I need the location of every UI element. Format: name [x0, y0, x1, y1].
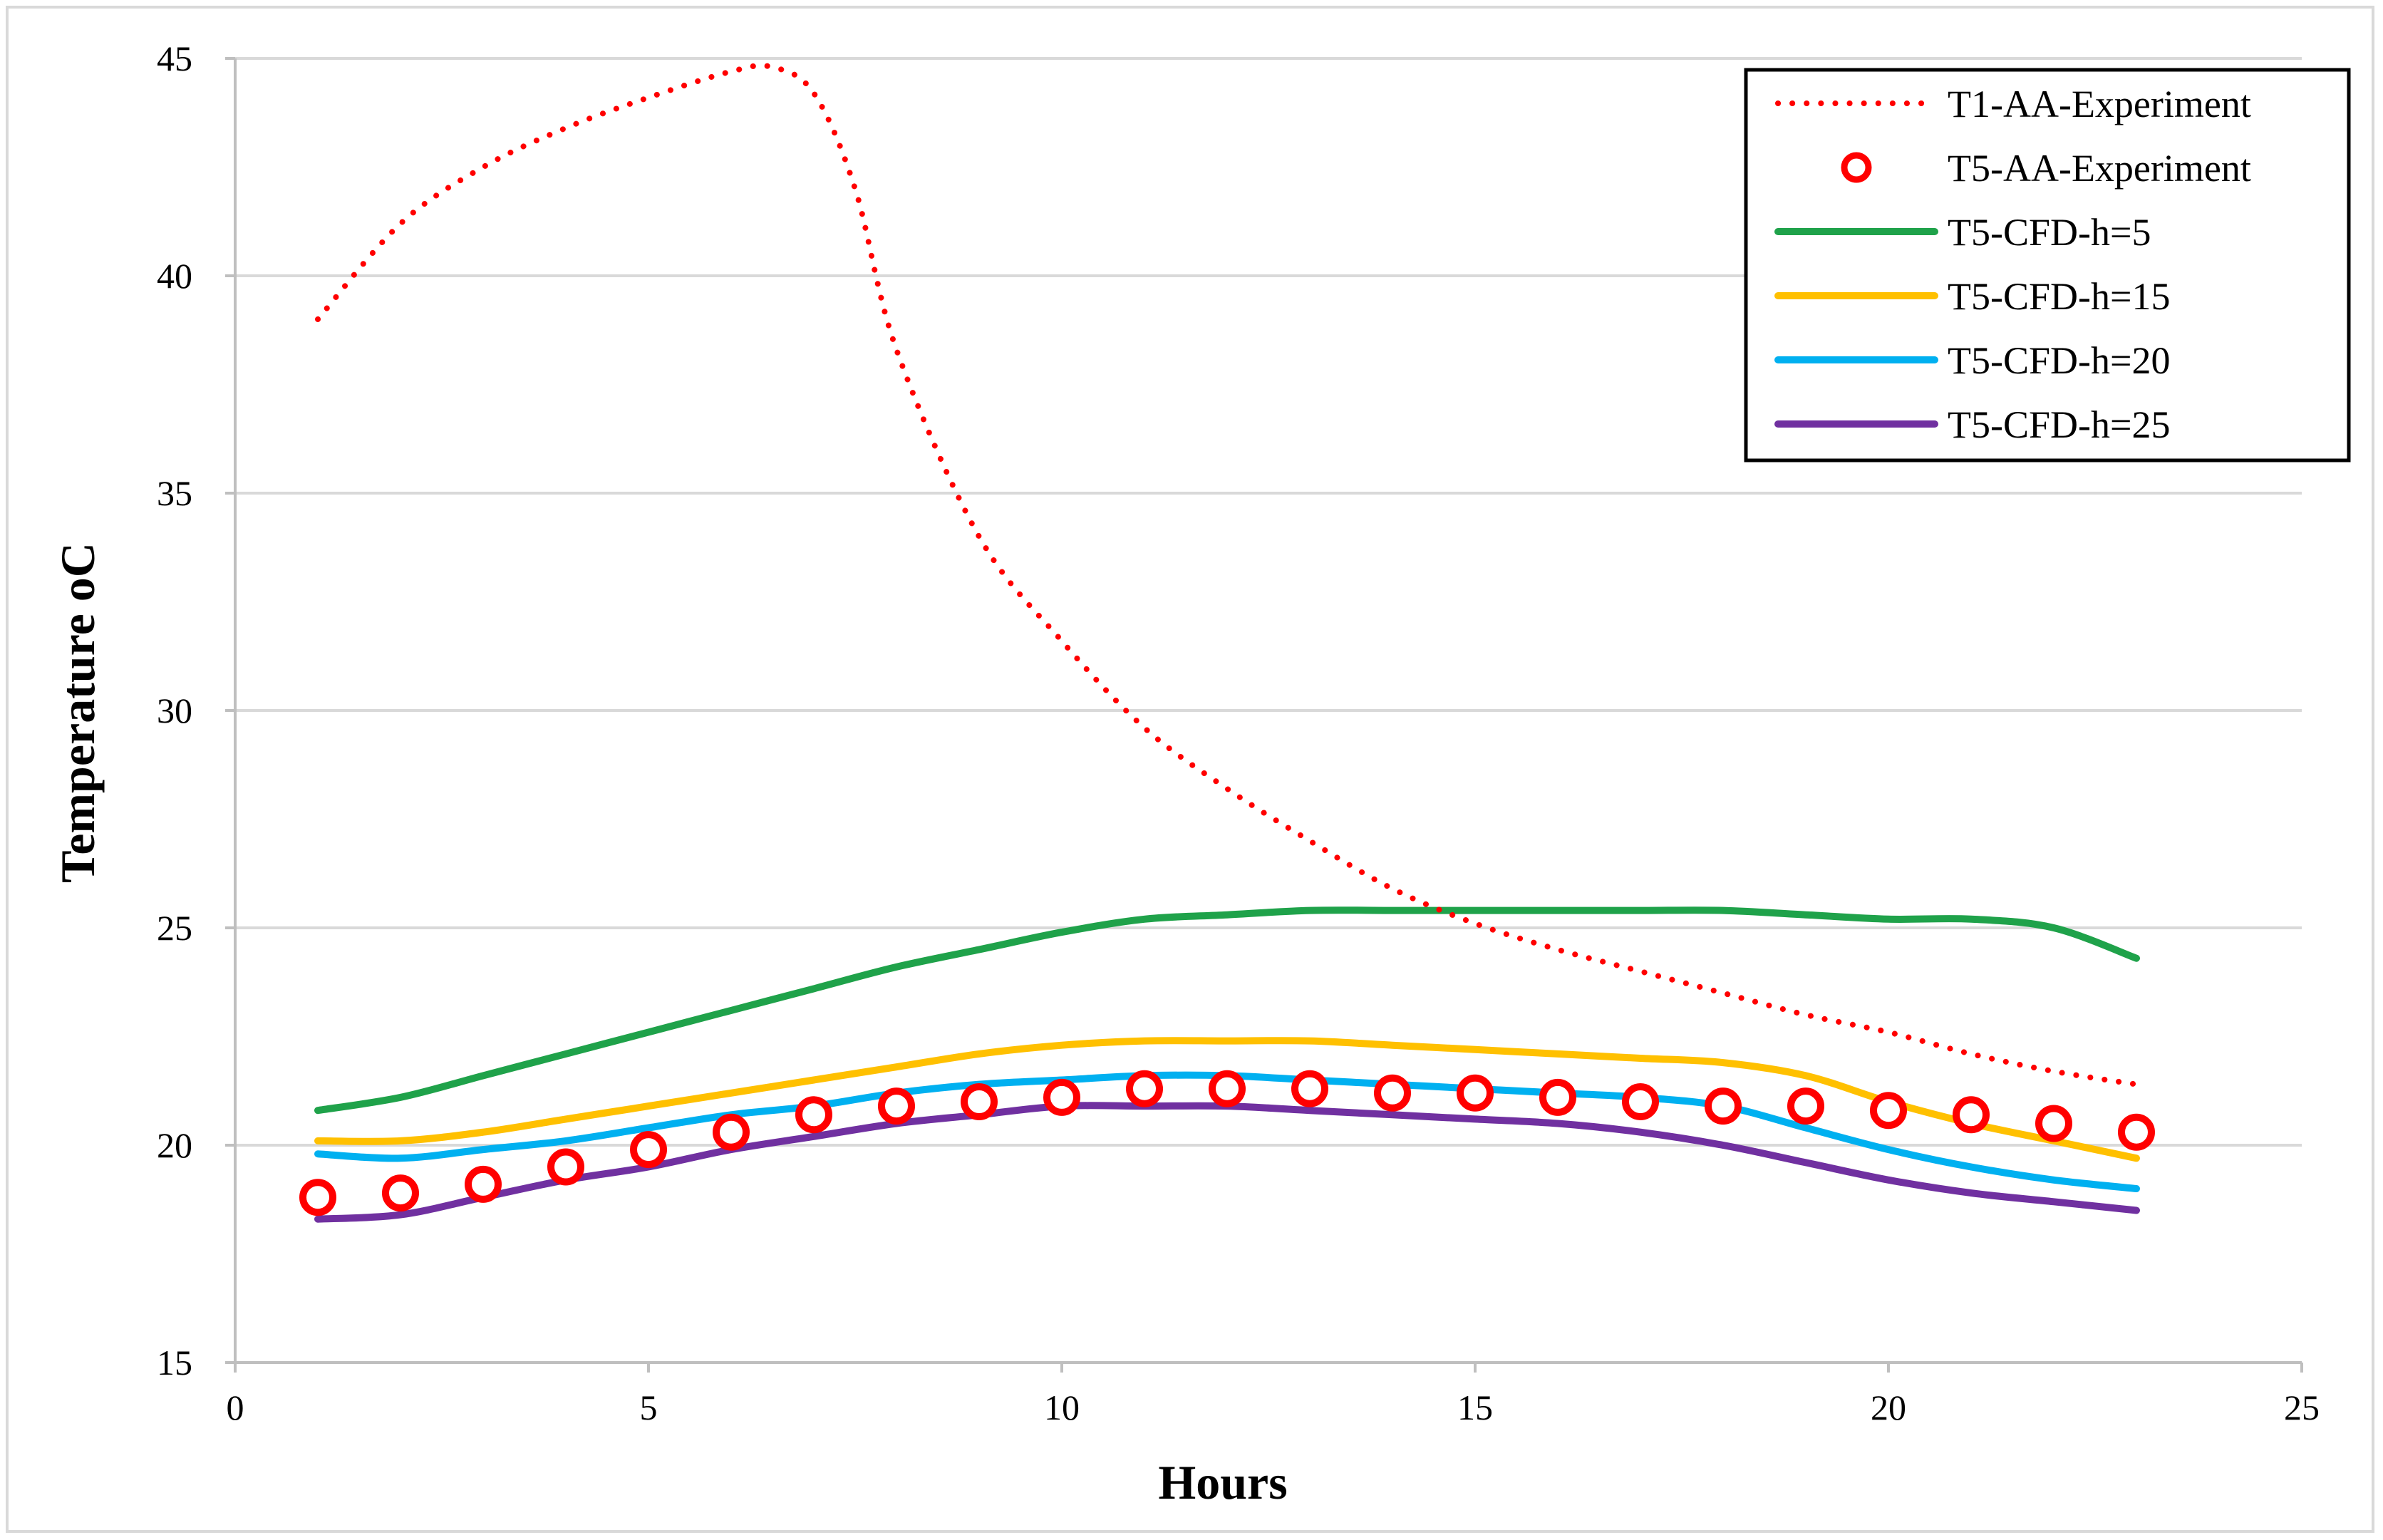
data-point — [878, 1087, 915, 1125]
y-tick-label: 40 — [157, 256, 192, 296]
x-tick-labels: 0 5 10 15 20 25 — [227, 1363, 2320, 1427]
legend-entry-t1-aa-experiment: T1-AA-Experiment — [1775, 83, 2251, 125]
x-tick-label: 15 — [1457, 1387, 1493, 1427]
data-point — [1126, 1070, 1163, 1107]
series-line-t5-cfd-h-15 — [314, 1037, 2140, 1162]
legend-label: T5-AA-Experiment — [1948, 147, 2251, 190]
legend-label: T5-CFD-h=15 — [1948, 275, 2170, 318]
legend-label: T5-CFD-h=25 — [1948, 403, 2170, 446]
data-point — [1539, 1078, 1576, 1116]
data-point — [465, 1165, 502, 1203]
y-tick-label: 25 — [157, 908, 192, 948]
x-tick-label: 5 — [640, 1387, 658, 1427]
gridlines — [235, 57, 2302, 1147]
y-tick-label: 20 — [157, 1125, 192, 1165]
data-point — [1043, 1078, 1080, 1116]
data-point — [1953, 1096, 1990, 1134]
y-axis-title: Temperature oC — [51, 542, 105, 883]
x-tick-label: 10 — [1044, 1387, 1080, 1427]
legend-box — [1744, 68, 2351, 462]
y-tick-label: 35 — [157, 473, 192, 513]
legend-marker — [1841, 152, 1872, 183]
legend-entry-t5-cfd-h-20: T5-CFD-h=20 — [1774, 339, 2170, 382]
legend: T1-AA-Experiment T5-AA-Experiment T5-CFD-h… — [1744, 68, 2351, 462]
y-tick-label: 30 — [157, 691, 192, 730]
legend-entry-t5-aa-experiment: T5-AA-Experiment — [1841, 147, 2251, 190]
data-point — [1787, 1087, 1824, 1125]
legend-entry-t5-cfd-h-5: T5-CFD-h=5 — [1774, 211, 2151, 254]
legend-entry-t5-cfd-h-15: T5-CFD-h=15 — [1774, 275, 2170, 318]
data-point — [2035, 1105, 2072, 1142]
data-point — [713, 1113, 750, 1151]
data-point — [1870, 1092, 1907, 1130]
data-point — [630, 1131, 667, 1169]
series-t5-aa-experiment — [299, 1070, 2155, 1216]
legend-label: T5-CFD-h=5 — [1948, 211, 2151, 254]
data-point — [1457, 1074, 1494, 1112]
data-point — [299, 1179, 336, 1216]
data-point — [2118, 1113, 2155, 1151]
data-point — [1291, 1070, 1328, 1107]
y-tick-label: 45 — [157, 38, 192, 78]
data-point — [795, 1096, 832, 1134]
legend-label: T1-AA-Experiment — [1948, 83, 2251, 125]
data-point — [961, 1083, 998, 1120]
data-point — [1705, 1087, 1742, 1125]
x-tick-label: 20 — [1871, 1387, 1906, 1427]
series-line-t5-cfd-h-25 — [314, 1102, 2140, 1223]
series-line-t1-aa-experiment — [315, 63, 2139, 1087]
x-axis-title: Hours — [1158, 1455, 1287, 1509]
data-point — [547, 1148, 584, 1186]
legend-entry-t5-cfd-h-25: T5-CFD-h=25 — [1774, 403, 2170, 446]
series-layer — [299, 63, 2155, 1223]
data-point — [1374, 1074, 1411, 1112]
data-point — [1209, 1070, 1246, 1107]
data-point — [1622, 1083, 1659, 1120]
data-point — [382, 1174, 419, 1212]
y-tick-labels: 15 20 25 30 35 40 45 — [157, 38, 235, 1383]
x-tick-label: 0 — [227, 1387, 244, 1427]
legend-label: T5-CFD-h=20 — [1948, 339, 2170, 382]
series-line-t5-cfd-h-5 — [314, 906, 2140, 1115]
x-tick-label: 25 — [2284, 1387, 2320, 1427]
y-tick-label: 15 — [157, 1343, 192, 1383]
